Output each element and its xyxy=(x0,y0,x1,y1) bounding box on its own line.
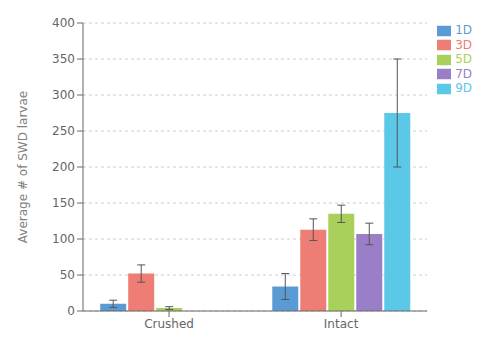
html-text:9D: 9D xyxy=(455,81,472,95)
svg-text:Crushed: Crushed xyxy=(144,317,194,331)
html-text:1D: 1D xyxy=(455,23,472,37)
svg-text:100: 100 xyxy=(52,232,75,246)
svg-text:350: 350 xyxy=(52,52,75,66)
svg-text:Average # of SWD larvae: Average # of SWD larvae xyxy=(16,91,30,243)
svg-text:150: 150 xyxy=(52,196,75,210)
svg-text:0: 0 xyxy=(67,304,75,318)
svg-text:50: 50 xyxy=(60,268,75,282)
html-text:7D: 7D xyxy=(455,66,472,81)
svg-text:250: 250 xyxy=(52,124,75,138)
svg-text:200: 200 xyxy=(52,160,75,174)
html-text:5D: 5D xyxy=(455,52,472,66)
html-text:3D: 3D xyxy=(455,37,472,52)
svg-text:Intact: Intact xyxy=(324,317,359,331)
svg-text:400: 400 xyxy=(52,16,75,30)
svg-text:300: 300 xyxy=(52,88,75,102)
